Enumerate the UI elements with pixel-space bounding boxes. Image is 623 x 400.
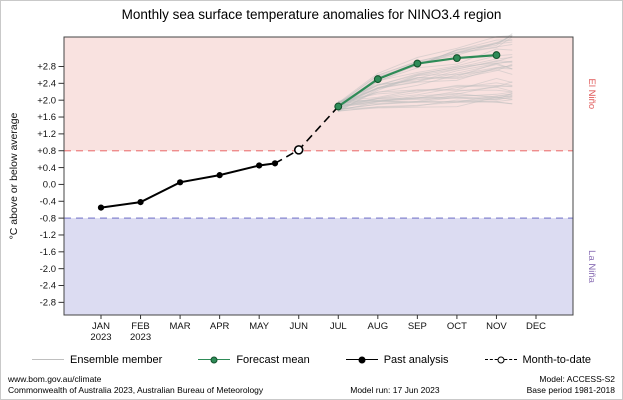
forecast-mean-marker-icon [198, 355, 231, 366]
ensemble-line-icon [32, 355, 64, 366]
svg-text:+1.6: +1.6 [37, 112, 56, 123]
svg-text:+2.4: +2.4 [37, 79, 56, 90]
svg-text:FEB: FEB [131, 321, 149, 332]
svg-text:SEP: SEP [408, 321, 427, 332]
svg-text:-1.6: -1.6 [40, 247, 56, 258]
chart-legend: Ensemble member Forecast mean Past analy… [1, 351, 622, 369]
svg-text:MAY: MAY [249, 321, 270, 332]
svg-text:JAN: JAN [92, 321, 110, 332]
svg-text:2023: 2023 [90, 332, 111, 343]
svg-text:JUL: JUL [330, 321, 347, 332]
svg-text:-0.4: -0.4 [40, 196, 56, 207]
la-nina-region-label: La Niña [586, 250, 597, 283]
svg-text:OCT: OCT [447, 321, 467, 332]
svg-text:DEC: DEC [526, 321, 546, 332]
past-analysis-line [100, 162, 276, 209]
svg-text:AUG: AUG [368, 321, 389, 332]
svg-text:JUN: JUN [289, 321, 308, 332]
legend-item-past-analysis: Past analysis [345, 354, 449, 366]
svg-text:+2.0: +2.0 [37, 95, 56, 106]
legend-label-ensemble: Ensemble member [70, 354, 163, 366]
svg-text:2023: 2023 [130, 332, 151, 343]
legend-label-forecast-mean: Forecast mean [236, 354, 310, 366]
plot-border [63, 36, 574, 316]
svg-text:-1.2: -1.2 [40, 230, 56, 241]
footer-model-name: Model: ACCESS-S2 [539, 373, 615, 384]
past-analysis-marker-icon [345, 355, 378, 366]
svg-text:APR: APR [210, 321, 230, 332]
footer-site-url: www.bom.gov.au/climate [8, 373, 102, 384]
chart-title: Monthly sea surface temperature anomalie… [121, 7, 502, 22]
svg-text:-2.4: -2.4 [40, 281, 56, 292]
y-axis-ticks: +2.8 +2.4 +2.0 +1.6 +1.2 +0.8 +0.4 0.0 -0.4 -0.8 -… [37, 62, 64, 309]
svg-text:+2.8: +2.8 [37, 62, 56, 73]
chart-footer: www.bom.gov.au/climate Commonwealth of A… [8, 374, 615, 396]
footer-model-info: Model: ACCESS-S2 Base period 1981-2018 [527, 374, 615, 396]
legend-label-month-to-date: Month-to-date [522, 354, 591, 366]
svg-text:-0.8: -0.8 [40, 213, 56, 224]
svg-text:-2.8: -2.8 [40, 298, 56, 309]
footer-attribution: www.bom.gov.au/climate Commonwealth of A… [8, 374, 263, 396]
footer-model-run: Model run: 17 Jun 2023 [350, 384, 440, 395]
svg-text:+1.2: +1.2 [37, 129, 56, 140]
footer-base-period: Base period 1981-2018 [526, 384, 615, 395]
y-axis-label: °C above or below average [8, 112, 20, 239]
past-analysis-markers [97, 160, 279, 211]
ensemble-lines [337, 33, 513, 113]
svg-text:+0.8: +0.8 [37, 146, 56, 157]
svg-text:-2.0: -2.0 [40, 264, 56, 275]
forecast-mean-markers [334, 51, 501, 111]
chart-canvas: +2.8 +2.4 +2.0 +1.6 +1.2 +0.8 +0.4 0.0 -0.4 -0.8 -… [8, 33, 597, 343]
month-to-date-marker [293, 145, 304, 155]
legend-item-ensemble: Ensemble member [32, 354, 162, 366]
la-nina-region [64, 218, 573, 315]
legend-label-past-analysis: Past analysis [383, 354, 449, 366]
legend-item-forecast-mean: Forecast mean [198, 354, 310, 366]
el-nino-region-label: El Niño [586, 79, 597, 110]
svg-text:MAR: MAR [170, 321, 191, 332]
svg-text:+0.4: +0.4 [37, 163, 56, 174]
legend-item-month-to-date: Month-to-date [484, 354, 591, 366]
svg-text:0.0: 0.0 [43, 180, 56, 191]
month-to-date-marker-icon [484, 355, 517, 366]
svg-text:NOV: NOV [486, 321, 507, 332]
footer-copyright: Commonwealth of Australia 2023, Australi… [8, 384, 264, 395]
